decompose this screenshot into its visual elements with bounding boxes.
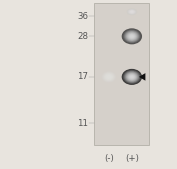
Text: 11: 11 [78, 119, 88, 128]
Ellipse shape [129, 74, 135, 80]
Ellipse shape [125, 31, 139, 42]
Ellipse shape [129, 34, 134, 38]
Ellipse shape [122, 28, 142, 44]
Ellipse shape [129, 34, 135, 39]
Ellipse shape [122, 69, 142, 85]
Polygon shape [139, 73, 145, 81]
Text: (+): (+) [125, 154, 139, 163]
Ellipse shape [128, 10, 135, 14]
Ellipse shape [101, 71, 116, 83]
Ellipse shape [128, 9, 136, 14]
Ellipse shape [123, 30, 140, 43]
Text: 36: 36 [78, 11, 88, 21]
Ellipse shape [127, 32, 137, 40]
Ellipse shape [129, 10, 135, 14]
Ellipse shape [127, 9, 136, 15]
Text: 28: 28 [78, 32, 88, 41]
Ellipse shape [128, 33, 136, 40]
Ellipse shape [122, 29, 141, 44]
Ellipse shape [106, 74, 112, 79]
Ellipse shape [126, 32, 138, 41]
Ellipse shape [102, 71, 116, 82]
Ellipse shape [128, 74, 136, 80]
Ellipse shape [124, 30, 139, 42]
Ellipse shape [104, 73, 114, 81]
Ellipse shape [129, 75, 134, 79]
Ellipse shape [125, 71, 139, 82]
Ellipse shape [122, 69, 141, 84]
Ellipse shape [102, 72, 115, 82]
Ellipse shape [123, 70, 140, 84]
Ellipse shape [127, 73, 137, 81]
Bar [94, 3, 149, 145]
Ellipse shape [130, 11, 134, 13]
Ellipse shape [130, 76, 134, 78]
Ellipse shape [105, 74, 113, 80]
Ellipse shape [127, 9, 137, 15]
Ellipse shape [130, 10, 134, 13]
Ellipse shape [104, 73, 113, 80]
Ellipse shape [127, 8, 137, 15]
Ellipse shape [129, 10, 135, 14]
Ellipse shape [130, 35, 134, 38]
Ellipse shape [124, 71, 139, 83]
Text: 17: 17 [78, 72, 88, 81]
Ellipse shape [103, 72, 115, 81]
Text: (-): (-) [104, 154, 114, 163]
Ellipse shape [126, 72, 138, 82]
